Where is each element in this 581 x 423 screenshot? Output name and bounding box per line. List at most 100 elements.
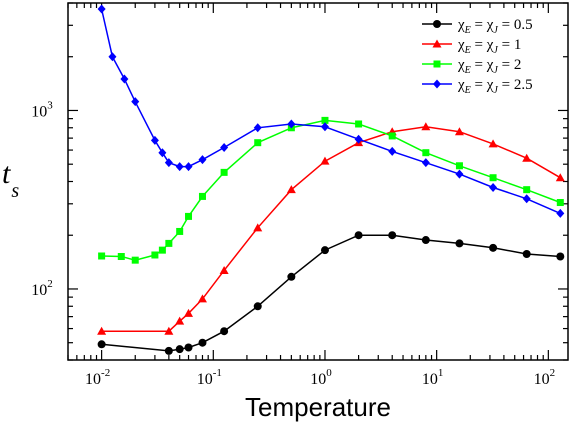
data-point bbox=[287, 272, 296, 281]
data-point bbox=[455, 162, 463, 170]
legend-item-2: χE = χJ = 1 bbox=[422, 37, 521, 56]
data-point bbox=[421, 158, 430, 168]
series-layer bbox=[97, 4, 565, 355]
y-tick-label: 103 bbox=[31, 99, 53, 120]
legend-label: χE = χJ = 2.5 bbox=[457, 77, 533, 96]
series-1 bbox=[97, 231, 565, 355]
data-point bbox=[158, 148, 167, 158]
data-point bbox=[555, 173, 565, 182]
x-tick-label: 10-1 bbox=[197, 367, 222, 388]
data-point bbox=[150, 135, 159, 145]
data-point bbox=[97, 326, 107, 335]
data-point bbox=[489, 174, 497, 182]
data-point bbox=[556, 208, 565, 218]
tick-labels: 10-2 10-1 100 101 102 102 103 bbox=[31, 99, 555, 388]
data-point bbox=[320, 156, 330, 165]
data-point bbox=[522, 153, 532, 162]
legend-label: χE = χJ = 1 bbox=[457, 37, 521, 56]
legend-swatch-marker bbox=[433, 79, 441, 89]
data-point bbox=[164, 346, 173, 355]
legend: χE = χJ = 0.5χE = χJ = 1χE = χJ = 2χE = … bbox=[422, 17, 533, 96]
legend-label: χE = χJ = 0.5 bbox=[457, 17, 533, 36]
data-point bbox=[184, 343, 193, 352]
data-point bbox=[522, 249, 531, 258]
data-point bbox=[220, 168, 228, 176]
data-point bbox=[253, 223, 263, 232]
data-point bbox=[253, 123, 262, 133]
series-line bbox=[101, 234, 561, 352]
y-axis-label-main: t bbox=[2, 157, 11, 190]
data-point bbox=[254, 139, 262, 147]
data-point bbox=[556, 199, 564, 207]
data-point bbox=[198, 155, 207, 165]
data-point bbox=[488, 139, 498, 148]
data-point bbox=[164, 158, 173, 168]
data-point bbox=[388, 231, 397, 240]
data-point bbox=[175, 162, 184, 172]
data-point bbox=[286, 185, 296, 194]
legend-item-3: χE = χJ = 2 bbox=[422, 57, 521, 76]
data-point bbox=[556, 252, 565, 261]
data-point bbox=[165, 239, 173, 247]
data-point bbox=[198, 192, 206, 200]
data-point bbox=[185, 212, 193, 220]
x-tick-label: 101 bbox=[422, 367, 444, 388]
data-point bbox=[151, 251, 159, 259]
data-point bbox=[454, 127, 464, 136]
series-3 bbox=[98, 116, 564, 264]
data-point bbox=[287, 119, 296, 129]
x-tick-label: 100 bbox=[310, 367, 332, 388]
data-point bbox=[197, 294, 207, 303]
data-point bbox=[354, 134, 363, 144]
data-point bbox=[131, 256, 139, 264]
y-axis-label-sub: s bbox=[11, 180, 19, 202]
data-point bbox=[131, 97, 140, 107]
data-point bbox=[421, 236, 430, 245]
data-point bbox=[355, 120, 363, 128]
data-point bbox=[108, 52, 117, 62]
legend-item-1: χE = χJ = 0.5 bbox=[422, 17, 533, 36]
x-axis-label: Temperature bbox=[245, 392, 391, 422]
data-point bbox=[184, 162, 193, 172]
data-point bbox=[455, 169, 464, 179]
data-point bbox=[220, 327, 229, 336]
legend-label: χE = χJ = 2 bbox=[457, 57, 521, 76]
data-point bbox=[522, 194, 531, 204]
data-point bbox=[184, 308, 194, 317]
data-point bbox=[198, 338, 207, 347]
data-point bbox=[354, 231, 363, 240]
data-point bbox=[219, 265, 229, 274]
series-line bbox=[101, 126, 561, 332]
data-point bbox=[388, 132, 396, 140]
data-point bbox=[120, 74, 129, 84]
data-point bbox=[321, 116, 329, 124]
data-point bbox=[176, 227, 184, 235]
data-point bbox=[320, 122, 329, 132]
data-point bbox=[97, 4, 106, 14]
legend-item-4: χE = χJ = 2.5 bbox=[422, 77, 533, 96]
data-point bbox=[220, 143, 229, 153]
data-point bbox=[422, 149, 430, 157]
data-point bbox=[455, 239, 464, 248]
y-tick-label: 102 bbox=[31, 278, 53, 299]
data-point bbox=[489, 183, 498, 193]
legend-swatch-marker bbox=[433, 20, 441, 28]
legend-swatch-marker bbox=[432, 39, 442, 48]
legend-swatch-marker bbox=[433, 60, 441, 68]
series-line bbox=[101, 119, 561, 261]
x-tick-label: 102 bbox=[534, 367, 556, 388]
data-point bbox=[98, 252, 106, 260]
data-point bbox=[523, 186, 531, 194]
data-point bbox=[164, 326, 174, 335]
data-point bbox=[421, 122, 431, 131]
data-point bbox=[97, 340, 106, 349]
series-2 bbox=[97, 122, 565, 335]
data-point bbox=[320, 246, 329, 255]
data-point bbox=[489, 243, 498, 252]
data-point bbox=[175, 316, 185, 325]
data-point bbox=[253, 302, 262, 311]
data-point bbox=[175, 345, 184, 354]
data-point bbox=[117, 253, 125, 261]
y-axis-label: ts bbox=[2, 157, 19, 202]
